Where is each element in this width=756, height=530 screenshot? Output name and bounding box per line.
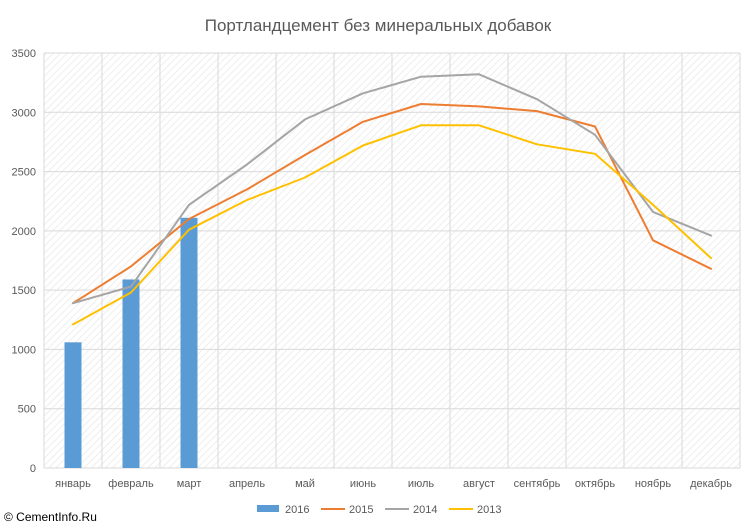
copyright-text: © CementInfo.Ru: [4, 510, 97, 524]
legend-label-2014: 2014: [413, 504, 437, 516]
y-axis-ticks: 0 500 1000 1500 2000 2500 3000 3500: [12, 48, 36, 475]
x-tick-label: февраль: [108, 478, 154, 490]
x-tick-label: октябрь: [575, 478, 615, 490]
x-tick-label: сентябрь: [514, 478, 561, 490]
chart-title: Портландцемент без минеральных добавок: [205, 16, 552, 35]
y-tick-label: 0: [30, 463, 36, 475]
x-tick-label: май: [295, 478, 315, 490]
line-2015: [72, 103, 712, 305]
y-tick-label: 2000: [12, 226, 36, 238]
bar-2016: [122, 279, 140, 468]
line-2013: [72, 124, 712, 326]
x-tick-label: январь: [55, 478, 91, 490]
line-series: [72, 73, 712, 326]
legend: 2016 2015 2014 2013: [257, 504, 501, 516]
bar-2016: [180, 217, 198, 468]
x-tick-label: март: [177, 478, 202, 490]
x-tick-label: август: [463, 478, 495, 490]
bar-series: [64, 217, 198, 468]
x-tick-label: ноябрь: [635, 478, 672, 490]
x-tick-label: декабрь: [690, 478, 732, 490]
x-axis-ticks: январь февраль март апрель май июнь июль август…: [55, 478, 732, 490]
line-2014: [72, 73, 712, 305]
y-tick-label: 2500: [12, 167, 36, 179]
x-tick-label: июль: [408, 478, 435, 490]
x-tick-label: апрель: [229, 478, 265, 490]
y-tick-label: 1500: [12, 285, 36, 297]
legend-swatch-2016: [257, 505, 279, 512]
legend-label-2013: 2013: [477, 504, 501, 516]
y-tick-label: 500: [18, 404, 36, 416]
bar-2016: [64, 342, 82, 468]
legend-label-2015: 2015: [349, 504, 373, 516]
legend-label-2016: 2016: [285, 504, 309, 516]
y-tick-label: 3500: [12, 48, 36, 60]
y-tick-label: 3000: [12, 107, 36, 119]
y-tick-label: 1000: [12, 344, 36, 356]
x-tick-label: июнь: [350, 478, 376, 490]
